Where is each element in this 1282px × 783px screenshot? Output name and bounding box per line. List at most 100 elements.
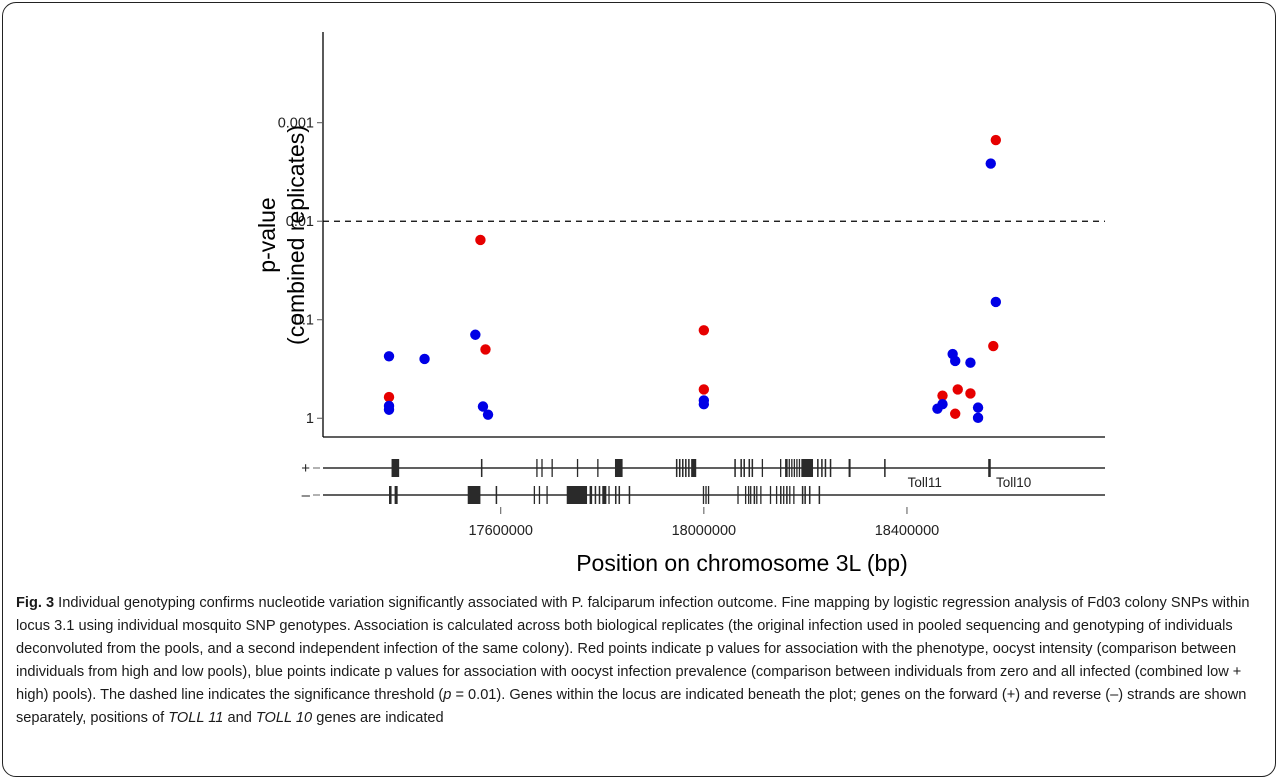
data-point	[419, 353, 430, 365]
gene-block	[389, 486, 392, 504]
gene-block	[761, 459, 764, 477]
gene-block	[705, 486, 707, 504]
y-tick-label: 0.01	[286, 214, 314, 230]
x-tick-label: 18000000	[672, 523, 737, 539]
gene-block	[566, 486, 588, 504]
gene-block	[817, 459, 819, 477]
data-point	[937, 398, 948, 410]
gene-block	[737, 486, 739, 504]
gene-block	[576, 459, 579, 477]
gene-block	[533, 486, 536, 504]
y-tick-label: 0.1	[294, 313, 314, 329]
figure-caption: Fig. 3 Individual genotyping confirms nu…	[16, 592, 1266, 730]
data-point	[950, 408, 961, 419]
gene-block	[536, 459, 538, 477]
gene-block	[793, 459, 796, 477]
gene-block	[884, 459, 886, 477]
gene-block	[391, 459, 400, 477]
gene-block	[748, 459, 751, 477]
gene-block	[786, 486, 788, 504]
data-point	[985, 158, 996, 169]
gene-block	[785, 459, 788, 477]
data-point	[950, 355, 961, 367]
gene-block	[740, 459, 742, 477]
data-point	[990, 134, 1002, 146]
gene-block	[988, 459, 991, 477]
data-point	[965, 388, 976, 399]
x-tick-label: 18400000	[875, 523, 940, 539]
gene-block	[791, 459, 793, 477]
gene-block	[848, 459, 851, 477]
scatter-plot: 1 0.1 0.01 0.001 p-value (combined replicates…	[254, 32, 1105, 576]
gene-block	[796, 459, 798, 477]
gene-block	[602, 486, 607, 504]
gene-block	[589, 486, 593, 504]
caption-label: Fig. 3	[16, 595, 55, 611]
x-axis-title: Position on chromosome 3L (bp)	[576, 550, 908, 576]
data-point	[383, 391, 395, 403]
gene-block	[394, 486, 398, 504]
gene-block	[691, 459, 697, 477]
x-tick-label: 17600000	[468, 523, 533, 539]
gene-block	[688, 459, 690, 477]
gene-block	[798, 459, 801, 477]
data-point	[698, 325, 710, 336]
gene-block	[628, 486, 631, 504]
y-axis-title-line1: p-value	[254, 197, 280, 272]
y-tick-label: 0.001	[278, 116, 314, 132]
gene-block	[818, 486, 821, 504]
gene-block	[801, 459, 814, 477]
caption-toll11: TOLL 11	[168, 710, 224, 726]
gene-block	[743, 459, 745, 477]
gene-block	[678, 459, 681, 477]
data-point	[482, 409, 494, 420]
gene-block	[614, 486, 617, 504]
data-point	[475, 234, 486, 246]
data-point	[990, 296, 1002, 308]
data-point	[480, 344, 491, 355]
data-point	[477, 401, 489, 412]
data-point	[383, 404, 395, 415]
caption-text-1: Individual genotyping confirms nucleotid…	[16, 595, 1250, 703]
caption-toll10: TOLL 10	[255, 710, 313, 726]
gene-block	[793, 486, 795, 504]
gene-block	[804, 486, 806, 504]
gene-block	[801, 486, 804, 504]
gene-block	[751, 459, 754, 477]
data-point	[698, 398, 710, 410]
data-point	[972, 402, 984, 413]
gene-block	[775, 486, 778, 504]
data-point	[965, 357, 976, 368]
data-point	[470, 329, 481, 340]
gene-block	[780, 486, 782, 504]
gene-block	[753, 486, 756, 504]
gene-block	[618, 486, 621, 504]
data-point	[383, 351, 395, 362]
gene-block	[789, 486, 791, 504]
y-axis-title-line2: (combined replicates)	[283, 125, 309, 345]
gene-block	[538, 486, 541, 504]
gene-block	[480, 459, 483, 477]
y-tick-label: 1	[306, 411, 314, 427]
gene-block	[551, 459, 553, 477]
gene-block	[829, 459, 832, 477]
data-point	[988, 340, 999, 352]
gene-block	[760, 486, 762, 504]
gene-block	[594, 486, 597, 504]
gene-block	[546, 486, 548, 504]
caption-p-symbol: p	[443, 687, 452, 703]
caption-and: and	[223, 710, 256, 726]
strand-label: –	[302, 487, 311, 504]
gene-block	[821, 459, 823, 477]
gene-block	[750, 486, 752, 504]
gene-block	[756, 486, 758, 504]
caption-text-2: = 0.01). Genes within the locus are indi…	[16, 687, 1247, 726]
gene-block	[614, 459, 623, 477]
gene-block	[744, 486, 747, 504]
gene-block	[748, 486, 750, 504]
gene-block	[824, 459, 827, 477]
gene-block	[608, 486, 610, 504]
gene-block	[597, 459, 599, 477]
gene-annotation-label: Toll11	[908, 475, 942, 490]
